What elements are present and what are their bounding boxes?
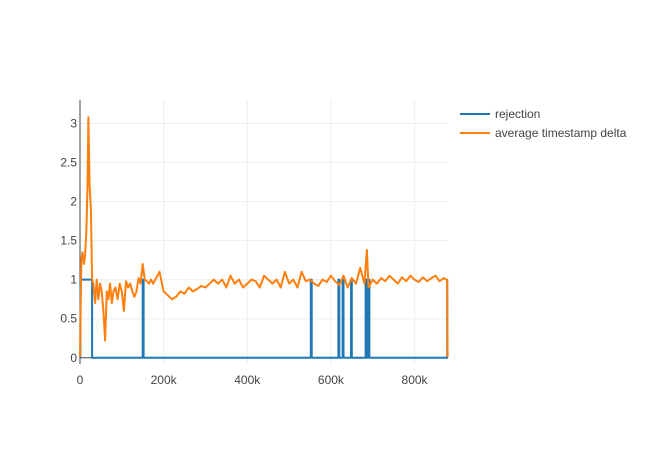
legend-item-rejection[interactable]: rejection <box>460 107 540 121</box>
x-axis: 0 200k 400k 600k 800k <box>77 373 429 387</box>
x-tick-label: 400k <box>234 373 261 387</box>
y-tick-label: 2 <box>70 195 77 209</box>
series-lines <box>79 116 449 359</box>
y-tick-label: 0.5 <box>60 312 77 326</box>
y-tick-label: 2.5 <box>60 155 77 169</box>
y-tick-label: 3 <box>70 116 77 130</box>
x-tick-label: 600k <box>318 373 345 387</box>
legend-label: average timestamp delta <box>495 126 627 140</box>
x-tick-label: 0 <box>77 373 84 387</box>
x-tick-label: 800k <box>402 373 429 387</box>
grid <box>80 100 448 364</box>
zero-lines <box>79 100 448 364</box>
legend[interactable]: rejection average timestamp delta <box>460 107 627 140</box>
y-tick-label: 1.5 <box>60 234 77 248</box>
x-tick-label: 200k <box>151 373 178 387</box>
y-tick-label: 1 <box>70 273 77 287</box>
legend-item-average-timestamp-delta[interactable]: average timestamp delta <box>460 126 627 140</box>
y-tick-label: 0 <box>70 351 77 365</box>
y-axis: 0 0.5 1 1.5 2 2.5 3 <box>60 116 77 364</box>
series-line-rejection <box>79 278 449 359</box>
legend-label: rejection <box>495 107 540 121</box>
series-line-average-timestamp-delta <box>79 116 449 358</box>
